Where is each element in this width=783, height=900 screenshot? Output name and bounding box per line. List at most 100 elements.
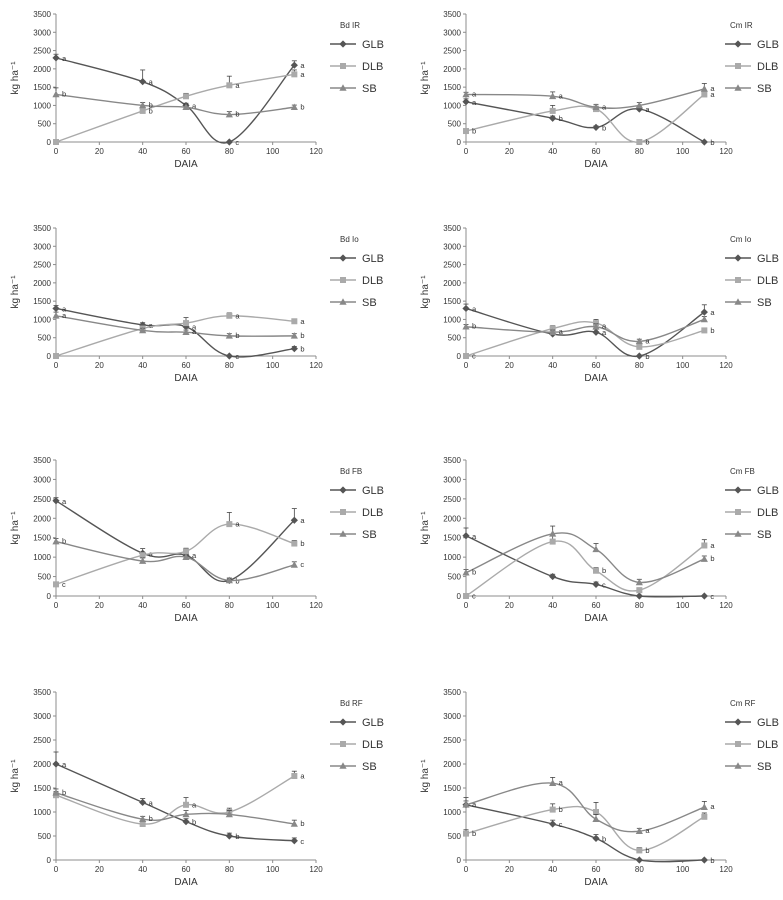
data-point (592, 123, 600, 131)
significance-label: b (472, 568, 476, 577)
x-axis-label: DAIA (174, 159, 198, 170)
legend-marker (734, 762, 742, 769)
y-tick-label: 1500 (443, 297, 461, 306)
x-tick-label: 0 (54, 361, 59, 370)
y-tick-label: 0 (47, 856, 52, 865)
legend-label: SB (757, 83, 772, 95)
y-tick-label: 1000 (33, 315, 51, 324)
axes: 0 500 1000 1500 2000 2500 3000 3500 0 20 40 60 80 100… (443, 224, 733, 370)
axes: 0 500 1000 1500 2000 2500 3000 3500 0 20 40 60 80 100… (443, 688, 733, 874)
legend-label: DLB (757, 275, 778, 287)
legend-marker (735, 741, 741, 747)
y-tick-label: 1000 (443, 315, 461, 324)
chart-panel: 0 500 1000 1500 2000 2500 3000 3500 0 20 40 60 80 100… (420, 688, 779, 888)
data-point (182, 328, 190, 336)
x-tick-label: 80 (635, 865, 644, 874)
series-glb: cbb (462, 800, 715, 865)
data-point (701, 542, 708, 549)
data-point (225, 138, 233, 146)
chart-panel: 0 500 1000 1500 2000 2500 3000 3500 0 20 40 60 80 100… (420, 10, 779, 170)
x-tick-label: 120 (719, 601, 733, 610)
significance-label: b (62, 788, 66, 797)
legend-marker (340, 741, 346, 747)
y-tick-label: 3500 (33, 224, 51, 233)
data-point (183, 548, 189, 555)
data-point (700, 315, 708, 323)
legend-label: GLB (362, 717, 384, 729)
significance-label: b (472, 829, 476, 838)
significance-label: b (602, 566, 606, 575)
x-tick-label: 100 (676, 361, 690, 370)
chart-title: Bd IR (340, 21, 360, 30)
significance-label: b (300, 102, 304, 111)
data-point (290, 561, 298, 568)
significance-label: a (62, 497, 67, 506)
series-line (55, 540, 295, 582)
x-tick-label: 100 (676, 601, 690, 610)
data-point (225, 810, 233, 818)
legend-marker (734, 530, 742, 537)
data-point (53, 139, 59, 145)
significance-label: a (235, 81, 240, 90)
y-tick-label: 500 (448, 334, 462, 343)
legend-marker (339, 40, 347, 48)
y-tick-label: 2000 (33, 760, 51, 769)
x-tick-label: 80 (225, 361, 234, 370)
x-tick-label: 20 (95, 147, 104, 156)
data-point (462, 801, 470, 808)
series-line (465, 93, 705, 143)
y-tick-label: 1500 (443, 784, 461, 793)
series-line (55, 57, 295, 144)
data-point (52, 760, 60, 768)
x-tick-label: 100 (266, 361, 280, 370)
y-tick-label: 3000 (443, 28, 461, 37)
legend-marker (734, 298, 742, 305)
axes: 0 500 1000 1500 2000 2500 3000 3500 0 20 40 60 80 100… (33, 688, 323, 874)
data-point (635, 827, 643, 834)
data-point (139, 821, 146, 827)
legend-entry: SB (725, 529, 772, 541)
legend-label: DLB (362, 61, 383, 73)
significance-label: b (235, 331, 239, 340)
y-tick-label: 1000 (33, 101, 51, 110)
legend-label: GLB (757, 253, 779, 265)
x-axis-label: DAIA (174, 877, 198, 888)
significance-label: b (472, 322, 476, 331)
series-line (55, 315, 295, 337)
data-point (462, 568, 470, 576)
legend-label: DLB (757, 739, 778, 751)
y-tick-label: 3000 (33, 242, 51, 251)
data-point (53, 581, 59, 588)
data-point (290, 345, 298, 353)
y-tick-label: 3000 (443, 712, 461, 721)
data-point (225, 110, 233, 118)
x-tick-label: 40 (138, 361, 147, 370)
data-point (700, 592, 708, 600)
significance-label: a (62, 311, 67, 320)
significance-label: b (62, 89, 66, 98)
chart-panel: 0 500 1000 1500 2000 2500 3000 3500 0 20 40 60 80 100… (10, 688, 384, 888)
significance-label: a (192, 800, 197, 809)
x-tick-label: 80 (225, 865, 234, 874)
chart-panel: 0 500 1000 1500 2000 2500 3000 3500 0 20 40 60 80 100… (10, 10, 384, 170)
series-dlb: aa (53, 311, 305, 359)
data-point (635, 337, 643, 345)
chart-title: Cm IR (730, 21, 753, 30)
significance-label: a (62, 54, 67, 63)
legend-entry: GLB (725, 485, 779, 497)
significance-label: b (710, 856, 714, 865)
y-axis-label: kg ha⁻¹ (10, 511, 21, 545)
y-tick-label: 2500 (443, 261, 461, 270)
x-tick-label: 20 (505, 361, 514, 370)
chart-title: Bd RF (340, 699, 363, 708)
data-point (462, 90, 470, 98)
legend-entry: SB (725, 761, 772, 773)
significance-label: c (235, 352, 239, 361)
data-point (290, 61, 298, 69)
series-dlb: c a b (53, 512, 305, 589)
legend-label: SB (362, 761, 377, 773)
data-point (700, 85, 708, 92)
legend-marker (339, 718, 347, 726)
y-tick-label: 0 (457, 352, 462, 361)
